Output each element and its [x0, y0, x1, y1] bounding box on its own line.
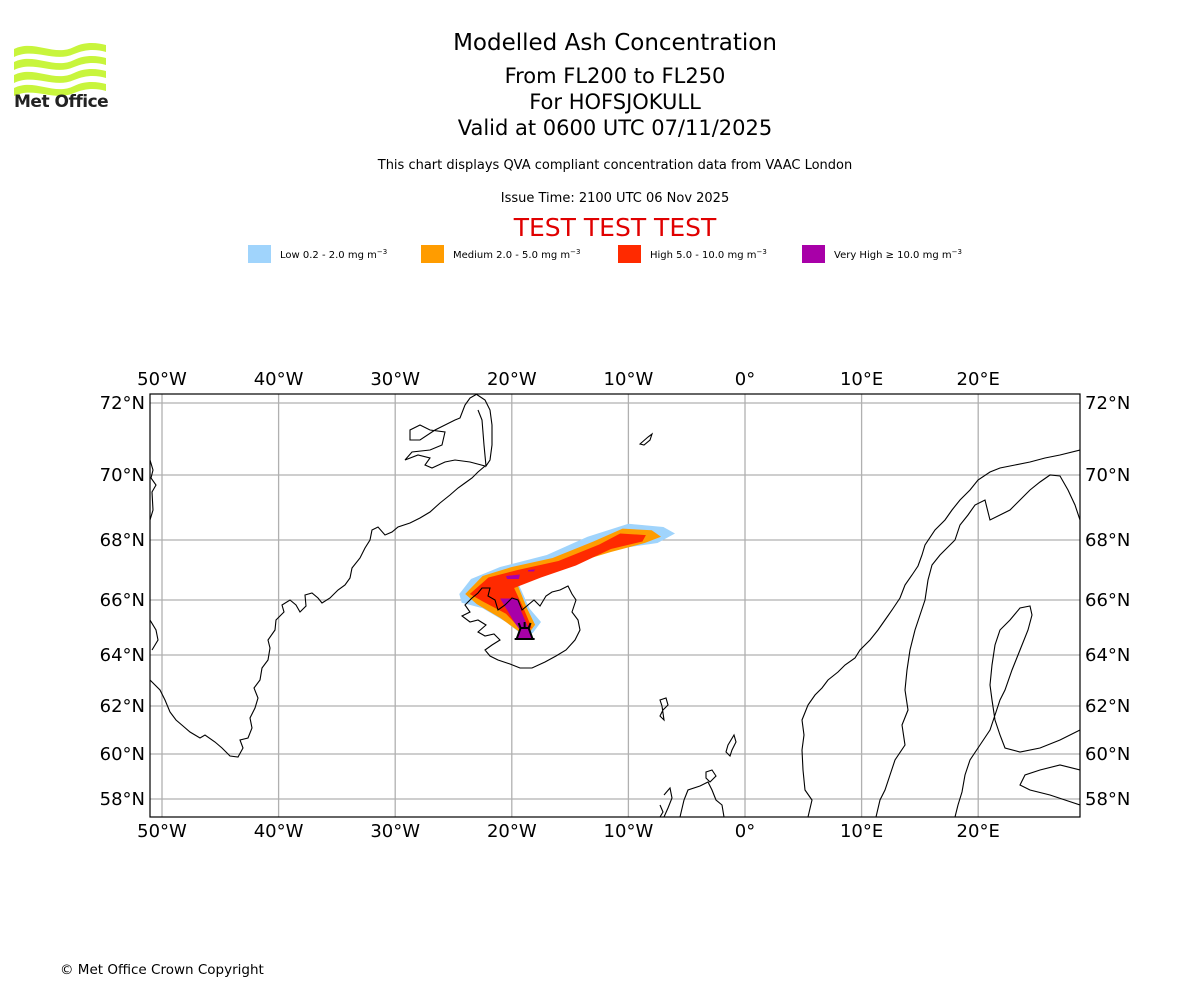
lon-tick-label-top: 20°W: [487, 369, 537, 390]
coastline-faroe: [659, 697, 669, 722]
axis-tick-labels: 50°W 50°W 40°W 40°W 30°W 30°W 20°W 20°W 10°W 10°W…: [100, 369, 1131, 842]
lat-tick-label-left: 68°N: [100, 530, 145, 551]
subtitle: This chart displays QVA compliant concen…: [377, 158, 853, 173]
lat-tick-label-left: 64°N: [100, 645, 145, 666]
lat-tick-label-right: 60°N: [1085, 744, 1130, 765]
lon-tick-label-top: 50°W: [137, 369, 187, 390]
lon-tick-label-top: 30°W: [370, 369, 420, 390]
coastline-orkney: [705, 769, 717, 783]
lat-tick-label-left: 58°N: [100, 789, 145, 810]
valid-time: Valid at 0600 UTC 07/11/2025: [457, 116, 773, 140]
coastline-shetland: [725, 733, 737, 758]
lon-tick-label-bottom: 20°E: [957, 821, 1000, 842]
lon-tick-label-bottom: 0°: [735, 821, 755, 842]
lon-tick-label-top: 40°W: [254, 369, 304, 390]
lon-tick-label-bottom: 10°E: [840, 821, 883, 842]
lat-tick-label-right: 58°N: [1085, 789, 1130, 810]
gridlines: [150, 394, 1080, 817]
lat-tick-label-right: 66°N: [1085, 590, 1130, 611]
lon-tick-label-top: 20°E: [957, 369, 1000, 390]
volcano-icon: [514, 622, 535, 640]
met-office-logo-icon: [14, 43, 106, 96]
lat-tick-label-right: 62°N: [1085, 696, 1130, 717]
coastline-scotland: [659, 781, 725, 817]
lon-tick-label-bottom: 40°W: [254, 821, 304, 842]
legend-swatch-high: [618, 245, 641, 263]
lon-tick-label-bottom: 20°W: [487, 821, 537, 842]
coastline-greenland: [150, 394, 493, 758]
volcano-marker: [514, 622, 535, 640]
lon-tick-label-top: 0°: [735, 369, 755, 390]
lat-tick-label-left: 60°N: [100, 744, 145, 765]
legend-label-low: Low 0.2 - 2.0 mg m−3: [280, 247, 388, 261]
logo-wave: [14, 69, 106, 83]
lat-tick-label-left: 72°N: [100, 393, 145, 414]
lat-tick-label-left: 70°N: [100, 465, 145, 486]
ash-very-high-region: [500, 598, 529, 632]
lon-tick-label-bottom: 10°W: [604, 821, 654, 842]
legend-item-medium: Medium 2.0 - 5.0 mg m−3: [421, 244, 580, 264]
legend-item-low: Low 0.2 - 2.0 mg m−3: [248, 244, 387, 264]
legend-swatch-medium: [421, 245, 444, 263]
legend-item-high: High 5.0 - 10.0 mg m−3: [618, 244, 767, 264]
logo-text: Met Office: [14, 92, 109, 112]
legend-label-very-high: Very High ≥ 10.0 mg m−3: [834, 247, 962, 261]
legend-swatch-very-high: [802, 245, 825, 263]
legend-label-high: High 5.0 - 10.0 mg m−3: [650, 247, 767, 261]
lat-tick-label-right: 68°N: [1085, 530, 1130, 551]
test-banner: TEST TEST TEST: [513, 213, 717, 242]
logo-wave: [14, 56, 106, 70]
logo-wave: [14, 43, 106, 57]
map-frame: [149, 393, 1081, 818]
lat-tick-label-left: 62°N: [100, 696, 145, 717]
coastline-scandinavia: [801, 449, 1080, 817]
lat-tick-label-right: 64°N: [1085, 645, 1130, 666]
lon-tick-label-bottom: 50°W: [137, 821, 187, 842]
lon-tick-label-top: 10°E: [840, 369, 883, 390]
coastline-jan-mayen: [638, 432, 654, 446]
legend-item-very-high: Very High ≥ 10.0 mg m−3: [802, 244, 962, 264]
chart-title: Modelled Ash Concentration: [453, 30, 777, 56]
lat-tick-label-right: 70°N: [1085, 465, 1130, 486]
volcano-name: For HOFSJOKULL: [529, 90, 701, 114]
ash-plume: [459, 523, 675, 636]
ash-very-high-region: [528, 569, 536, 572]
ash-very-high-region: [506, 574, 520, 579]
legend-swatch-low: [248, 245, 271, 263]
lon-tick-label-bottom: 30°W: [370, 821, 420, 842]
lat-tick-label-right: 72°N: [1085, 393, 1130, 414]
copyright: © Met Office Crown Copyright: [60, 962, 264, 978]
coastline-iceland: [460, 585, 581, 669]
lat-tick-label-left: 66°N: [100, 590, 145, 611]
issue-time: Issue Time: 2100 UTC 06 Nov 2025: [500, 191, 730, 206]
logo-wave: [14, 82, 106, 96]
legend-label-medium: Medium 2.0 - 5.0 mg m−3: [453, 247, 581, 261]
flight-levels: From FL200 to FL250: [504, 64, 726, 88]
lon-tick-label-top: 10°W: [604, 369, 654, 390]
coastlines: [150, 394, 1080, 817]
